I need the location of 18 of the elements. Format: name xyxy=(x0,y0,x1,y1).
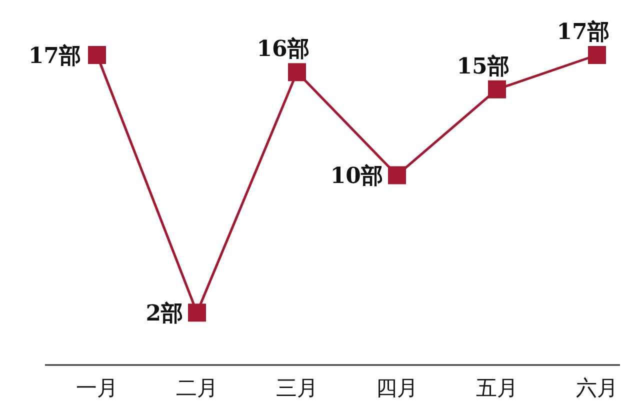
point xyxy=(488,80,506,98)
point xyxy=(288,63,306,82)
data-label: 2部 xyxy=(146,300,183,327)
x-tick-label: 二月 xyxy=(176,376,218,400)
point xyxy=(188,304,206,322)
data-label: 10部 xyxy=(330,163,383,190)
point xyxy=(88,46,106,64)
data-label: 17部 xyxy=(556,19,610,45)
x-tick-label: 一月 xyxy=(76,376,118,400)
x-tick-label: 三月 xyxy=(276,376,318,400)
data-label: 16部 xyxy=(256,36,310,62)
data-label: 17部 xyxy=(28,43,81,69)
x-tick-label: 四月 xyxy=(376,376,418,400)
x-tick-label: 六月 xyxy=(576,376,618,400)
point xyxy=(588,46,606,64)
point xyxy=(388,166,406,184)
x-tick-label: 五月 xyxy=(476,376,518,400)
data-label: 15部 xyxy=(456,53,510,80)
